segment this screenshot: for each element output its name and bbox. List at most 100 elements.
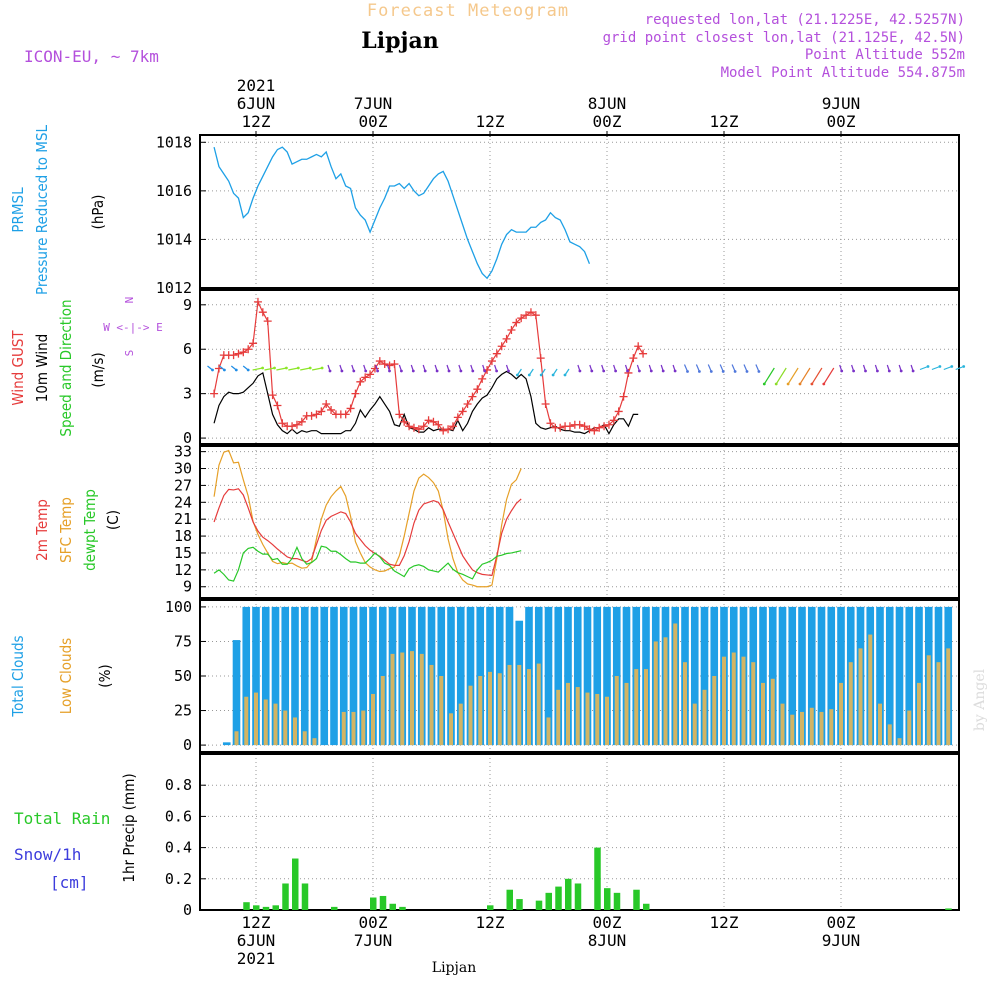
gust-marker bbox=[239, 348, 248, 357]
low-cloud-bar bbox=[722, 656, 726, 746]
gust-marker bbox=[590, 426, 599, 435]
gust-marker bbox=[487, 357, 496, 366]
low-cloud-bar bbox=[341, 711, 346, 746]
y-tick-label: 0.6 bbox=[165, 807, 192, 825]
wind-vector-head bbox=[364, 369, 368, 373]
wind-vector bbox=[763, 367, 775, 385]
wind-vector-head bbox=[483, 369, 487, 373]
pressure-unit: (hPa) bbox=[89, 195, 107, 230]
wind-vector bbox=[300, 367, 311, 371]
rain-bar bbox=[633, 889, 640, 910]
total-cloud-bar bbox=[915, 606, 923, 746]
gust-marker bbox=[463, 400, 472, 409]
low-cloud-bar bbox=[244, 696, 249, 746]
gust-marker bbox=[595, 423, 604, 432]
wind-vector-head bbox=[887, 369, 891, 373]
sfc-temp-label: SFC Temp bbox=[57, 497, 75, 563]
low-cloud-bar bbox=[819, 711, 824, 746]
low-cloud-bar bbox=[419, 653, 424, 746]
low-cloud-bar bbox=[361, 710, 366, 746]
wind-vector-head bbox=[578, 369, 582, 373]
gust-marker bbox=[634, 342, 643, 351]
time-label-bottom: 00Z bbox=[359, 913, 388, 932]
wind-vector-head bbox=[798, 382, 802, 386]
temp-unit: (C) bbox=[104, 510, 122, 530]
total-cloud-bar bbox=[291, 606, 299, 746]
y-tick-label: 75 bbox=[174, 632, 192, 650]
y-tick-label: 1014 bbox=[156, 230, 192, 248]
gust-marker bbox=[526, 308, 535, 317]
y-tick-label: 0 bbox=[183, 901, 192, 919]
footer-station: Lipjan bbox=[432, 960, 476, 976]
low-cloud-bar bbox=[449, 713, 453, 746]
total-cloud-bar bbox=[788, 606, 797, 746]
time-label-top: 2021 bbox=[237, 76, 276, 95]
low-cloud-bar bbox=[410, 651, 414, 746]
gust-marker bbox=[263, 317, 272, 326]
gust-marker bbox=[492, 349, 501, 358]
rain-bar bbox=[945, 908, 952, 910]
low-cloud-bar bbox=[761, 682, 765, 746]
y-tick-label: 21 bbox=[174, 510, 192, 528]
dewpt-line bbox=[213, 545, 522, 582]
total-cloud-bar bbox=[798, 606, 806, 746]
total-cloud-bar bbox=[759, 606, 767, 746]
gust-marker bbox=[249, 339, 258, 348]
wind10-line bbox=[213, 370, 639, 435]
total-cloud-bar bbox=[895, 606, 904, 746]
wind-vector-head bbox=[926, 365, 930, 368]
gust-marker bbox=[346, 404, 355, 413]
wind-vector-head bbox=[852, 369, 855, 373]
rain-bar bbox=[262, 906, 270, 910]
wind-vector-head bbox=[899, 369, 903, 373]
low-cloud-bar bbox=[293, 717, 297, 746]
gust-marker bbox=[478, 374, 487, 383]
gust-marker bbox=[604, 420, 613, 429]
gust-marker bbox=[322, 400, 331, 409]
gust-marker bbox=[395, 410, 404, 419]
total-cloud-bar bbox=[690, 606, 699, 746]
low-cloud-bar bbox=[575, 687, 580, 746]
total-cloud-bar bbox=[310, 606, 319, 746]
rain-bar bbox=[545, 892, 552, 910]
y-tick-label: 9 bbox=[183, 578, 192, 596]
time-label-bottom: 12Z bbox=[710, 913, 739, 932]
clouds-panel: 0 25 50 75 100 bbox=[165, 598, 960, 754]
low-cloud-bar bbox=[907, 710, 912, 746]
wind-vector-head bbox=[757, 370, 761, 373]
gust-marker bbox=[619, 392, 628, 401]
y-tick-label: 0 bbox=[183, 429, 192, 447]
y-tick-label: 3 bbox=[183, 385, 192, 403]
y-tick-label: 12 bbox=[174, 561, 192, 579]
model-label: ICON-EU, ~ 7km bbox=[24, 47, 159, 66]
wind-vector bbox=[264, 367, 275, 371]
low-cloud-bar bbox=[790, 714, 795, 746]
low-cloud-bar bbox=[234, 731, 239, 746]
gust-marker bbox=[278, 419, 287, 428]
gust-marker bbox=[497, 342, 506, 351]
y-tick-label: 9 bbox=[183, 296, 192, 314]
compass-s: S bbox=[123, 350, 136, 357]
time-label-top: 00Z bbox=[593, 112, 622, 131]
low-cloud-bar bbox=[546, 717, 551, 746]
total-cloud-bar bbox=[603, 606, 611, 746]
y-tick-label: 30 bbox=[174, 460, 192, 478]
wind-vector-head bbox=[786, 382, 790, 386]
gust-label: Wind GUST bbox=[9, 330, 27, 406]
gust-marker bbox=[473, 385, 482, 394]
watermark: by Angel bbox=[972, 668, 988, 731]
gust-marker bbox=[361, 373, 370, 382]
wind-vector-head bbox=[320, 366, 324, 370]
time-label-bottom: 00Z bbox=[827, 913, 856, 932]
total-clouds-label: Total Clouds bbox=[9, 635, 27, 717]
low-cloud-bar bbox=[887, 724, 892, 746]
total-cloud-bar bbox=[281, 606, 290, 746]
rain-bar bbox=[301, 883, 309, 910]
time-label-bottom: 12Z bbox=[242, 913, 271, 932]
rain-bar bbox=[604, 888, 611, 910]
rain-bar bbox=[282, 883, 289, 910]
y-tick-label: 0.4 bbox=[165, 839, 192, 857]
low-cloud-bar bbox=[858, 648, 863, 746]
wind-vector bbox=[943, 365, 953, 371]
